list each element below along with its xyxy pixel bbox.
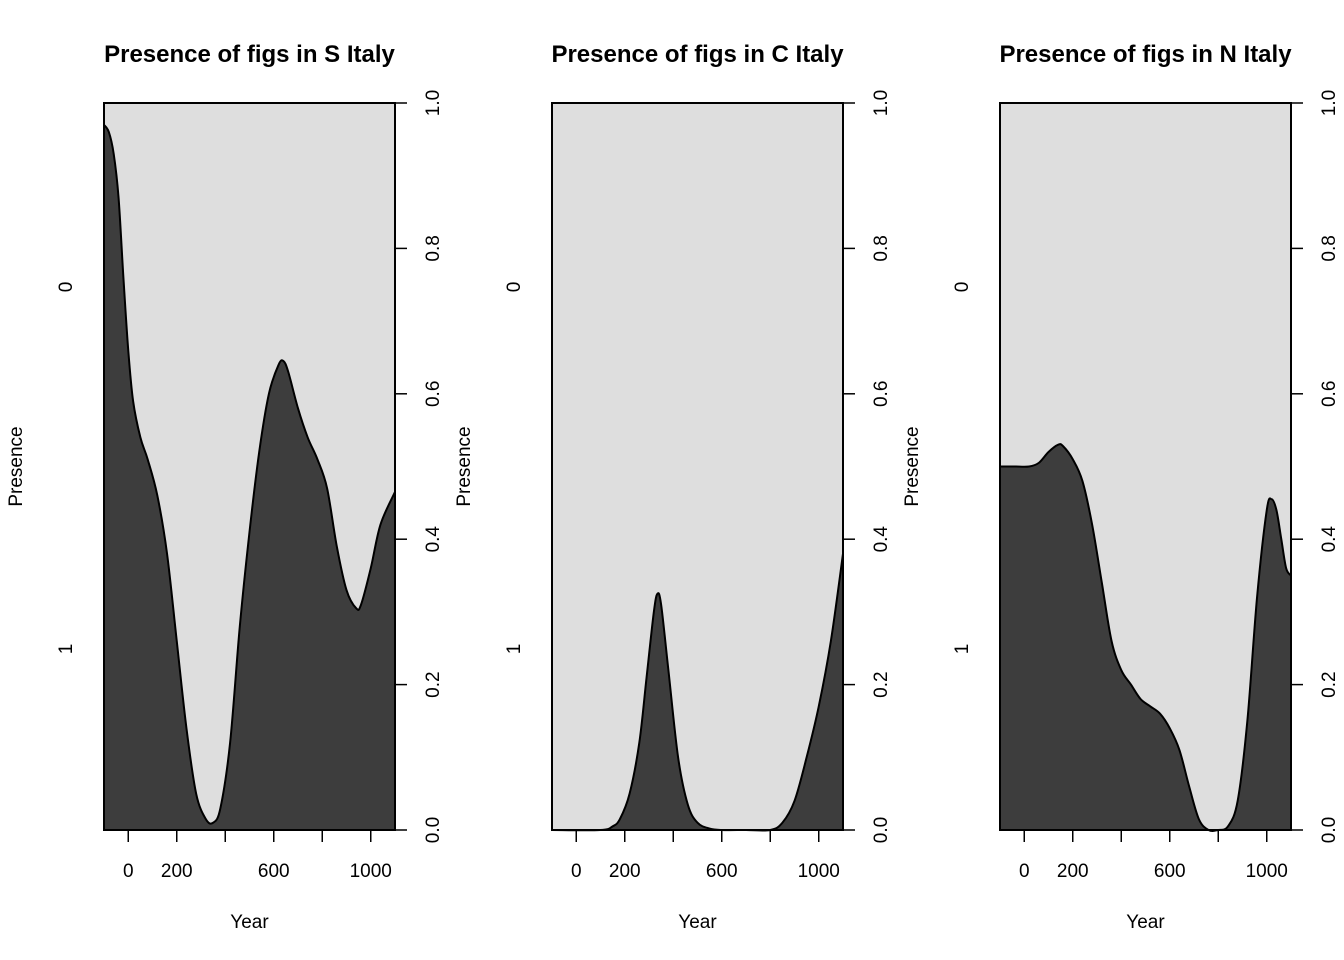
y-axis-label: Presence	[902, 426, 923, 506]
x-axis-label: Year	[1126, 912, 1165, 933]
y-right-tick-label: 0.6	[1319, 381, 1340, 407]
plot-frame	[999, 102, 1292, 831]
x-tick-label: 200	[609, 861, 641, 882]
y-right-tick-label: 0.0	[871, 817, 892, 843]
y-right-tick-label: 1.0	[1319, 90, 1340, 116]
y-right-tick-label: 0.2	[1319, 671, 1340, 697]
y-right-tick-label: 0.8	[423, 235, 444, 261]
y-right-tick-label: 0.8	[1319, 235, 1340, 261]
y-right-tick-label: 1.0	[871, 90, 892, 116]
panel-3: Presence of figs in N Italy 0 200 600 1000 Ye…	[902, 41, 1340, 933]
plot-frame	[103, 102, 396, 831]
y-left-label: 0	[952, 282, 973, 293]
presence-line	[103, 124, 396, 825]
y-right-tick-label: 0.4	[871, 526, 892, 553]
y-axis-label: Presence	[6, 426, 27, 506]
plot-background	[552, 103, 843, 830]
x-tick-label: 0	[571, 861, 582, 882]
y-right-tick-label: 0.6	[423, 381, 444, 407]
presence-area	[1000, 444, 1291, 831]
y-left-label: 0	[56, 282, 77, 293]
y-right-tick-label: 1.0	[423, 90, 444, 116]
y-axis-label: Presence	[454, 426, 475, 506]
y-right-tick-label: 0.4	[423, 526, 444, 553]
x-tick-label: 0	[1019, 861, 1030, 882]
y-left-label: 1	[504, 644, 525, 655]
plot-frame	[551, 102, 844, 831]
presence-area	[104, 124, 395, 830]
x-tick-label: 600	[258, 861, 290, 882]
y-right-tick-label: 0.4	[1319, 526, 1340, 553]
chart-title: Presence of figs in C Italy	[551, 41, 844, 68]
y-left-label: 0	[504, 282, 525, 293]
y-right-tick-label: 0.0	[1319, 817, 1340, 843]
x-tick-label: 1000	[798, 861, 840, 882]
chart-title: Presence of figs in N Italy	[999, 41, 1292, 68]
x-tick-label: 600	[706, 861, 738, 882]
x-axis-label: Year	[230, 912, 269, 933]
panel-1: Presence of figs in S Italy 0 200 600 1000 Ye…	[6, 41, 444, 933]
y-left-label: 1	[56, 644, 77, 655]
x-tick-label: 1000	[1246, 861, 1288, 882]
y-left-label: 1	[952, 644, 973, 655]
y-right-tick-label: 0.2	[423, 671, 444, 697]
y-right-tick-label: 0.2	[871, 671, 892, 697]
x-tick-label: 200	[161, 861, 193, 882]
y-right-tick-label: 0.8	[871, 235, 892, 261]
x-tick-label: 600	[1154, 861, 1186, 882]
y-right-tick-label: 0.6	[871, 381, 892, 407]
panel-2: Presence of figs in C Italy 0 200 600 1000 Ye…	[454, 41, 892, 933]
x-tick-label: 1000	[350, 861, 392, 882]
presence-area	[552, 553, 843, 831]
presence-line	[551, 553, 844, 832]
presence-line	[1000, 443, 1292, 832]
x-tick-label: 0	[123, 861, 134, 882]
x-axis-label: Year	[678, 912, 717, 933]
chart-title: Presence of figs in S Italy	[104, 41, 395, 68]
x-tick-label: 200	[1057, 861, 1089, 882]
y-right-tick-label: 0.0	[423, 817, 444, 843]
